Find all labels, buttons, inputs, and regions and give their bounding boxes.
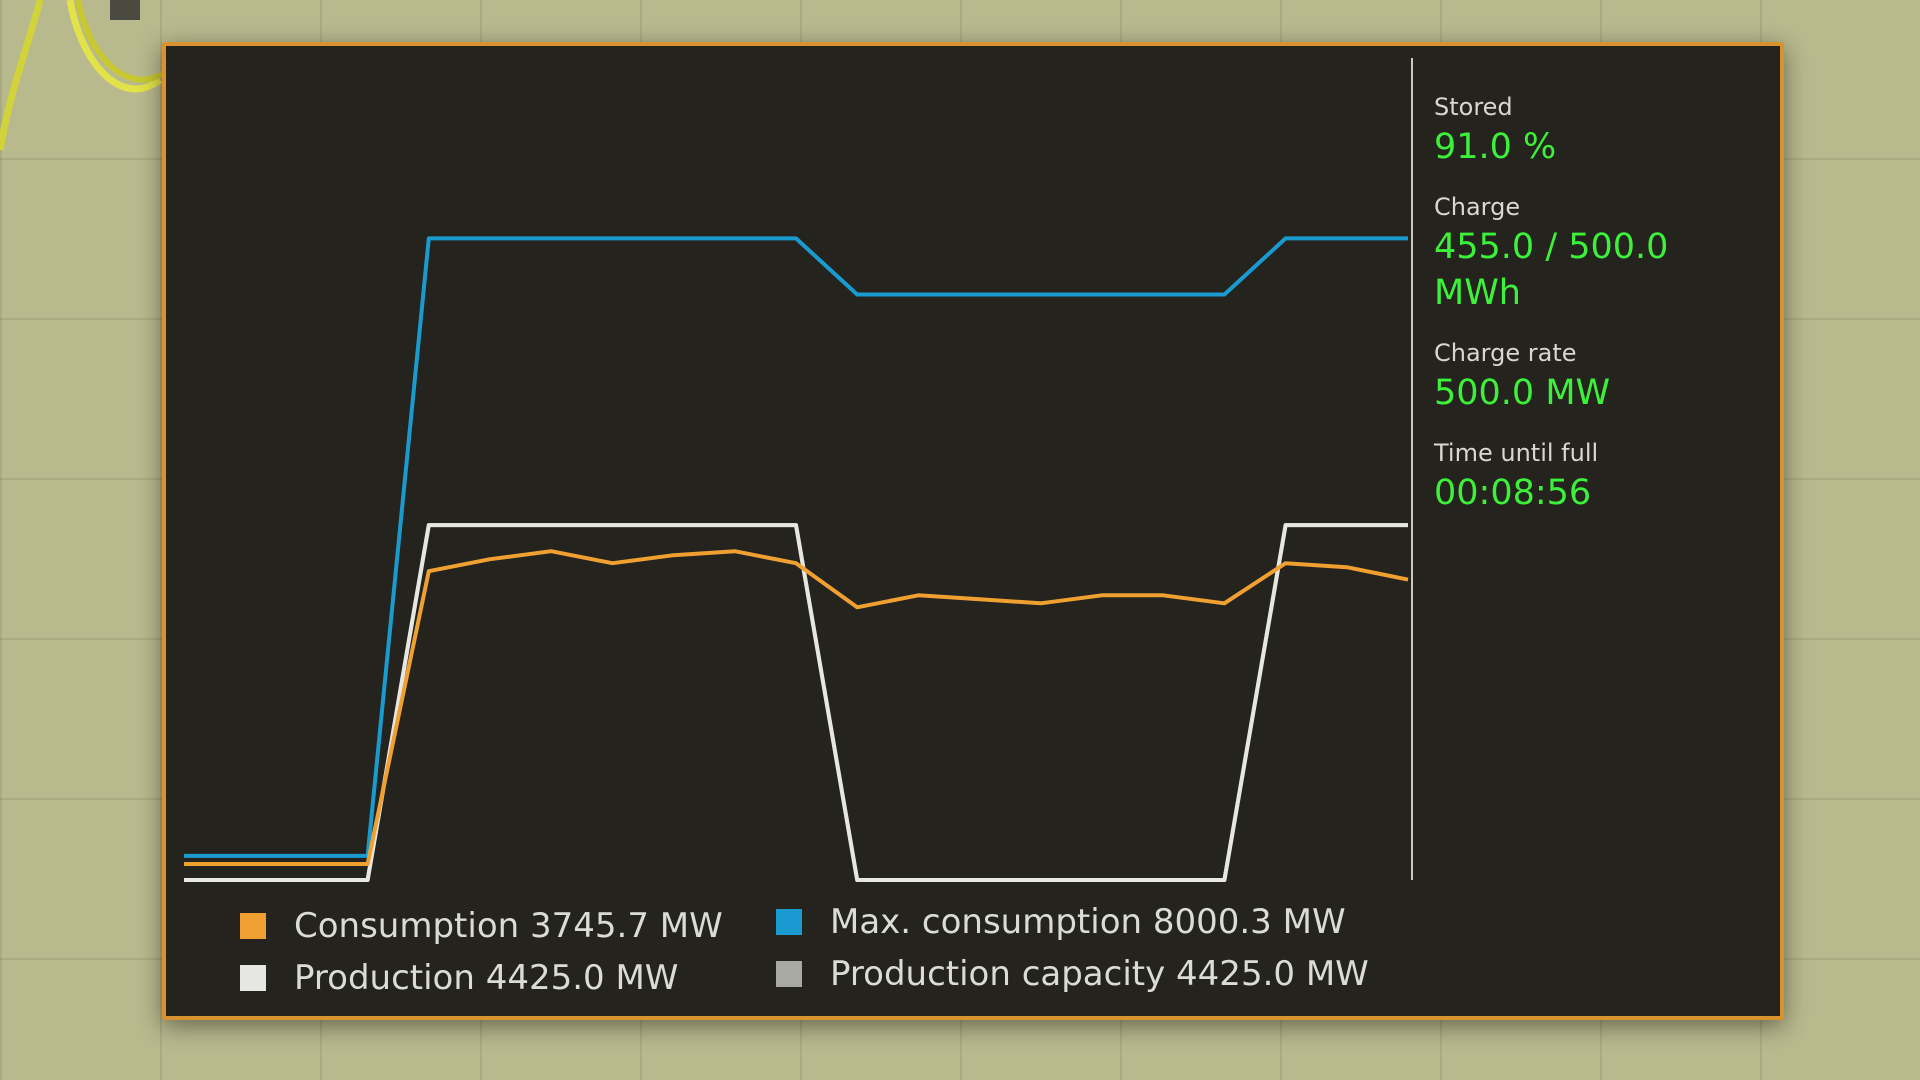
chart-legend: Consumption 3745.7 MW Production 4425.0 … bbox=[240, 900, 1420, 1010]
legend-swatch-consumption bbox=[240, 913, 266, 939]
cable-decoration bbox=[0, 0, 170, 151]
stat-stored-label: Stored bbox=[1434, 93, 1513, 121]
stat-charge-label: Charge bbox=[1434, 193, 1521, 221]
legend-swatch-production-capacity bbox=[776, 961, 802, 987]
series-line-consumption bbox=[184, 549, 1409, 866]
legend-item-production-capacity: Production capacity 4425.0 MW bbox=[776, 948, 1369, 1000]
storage-stats: Stored 91.0 % Charge 455.0 / 500.0 MWh C… bbox=[1434, 90, 1764, 536]
legend-item-max-consumption: Max. consumption 8000.3 MW bbox=[776, 896, 1346, 948]
stat-charge-value: 455.0 / 500.0 MWh bbox=[1434, 227, 1669, 313]
series-line-production bbox=[184, 523, 1408, 882]
power-line-chart bbox=[184, 58, 1413, 882]
stat-stored: Stored 91.0 % bbox=[1434, 90, 1764, 170]
stat-time-until-full-label: Time until full bbox=[1434, 439, 1599, 467]
legend-swatch-production bbox=[240, 965, 266, 991]
legend-label-max-consumption: Max. consumption 8000.3 MW bbox=[830, 902, 1346, 942]
series-line-production-capacity bbox=[184, 523, 1408, 882]
stat-charge-rate-label: Charge rate bbox=[1434, 339, 1577, 367]
legend-swatch-max-consumption bbox=[776, 909, 802, 935]
stat-time-until-full-value: 00:08:56 bbox=[1434, 473, 1592, 513]
stat-stored-value: 91.0 % bbox=[1434, 127, 1557, 167]
legend-item-consumption: Consumption 3745.7 MW bbox=[240, 900, 723, 952]
legend-item-production: Production 4425.0 MW bbox=[240, 952, 678, 1004]
legend-label-production: Production 4425.0 MW bbox=[294, 958, 679, 998]
series-line-max-consumption bbox=[184, 236, 1408, 858]
power-monitor-panel bbox=[162, 42, 1784, 1020]
legend-label-consumption: Consumption 3745.7 MW bbox=[294, 906, 723, 946]
legend-label-production-capacity: Production capacity 4425.0 MW bbox=[830, 954, 1369, 994]
stat-time-until-full: Time until full 00:08:56 bbox=[1434, 436, 1764, 516]
stat-charge-rate: Charge rate 500.0 MW bbox=[1434, 336, 1764, 416]
stat-charge: Charge 455.0 / 500.0 MWh bbox=[1434, 190, 1764, 316]
stat-charge-rate-value: 500.0 MW bbox=[1434, 373, 1611, 413]
